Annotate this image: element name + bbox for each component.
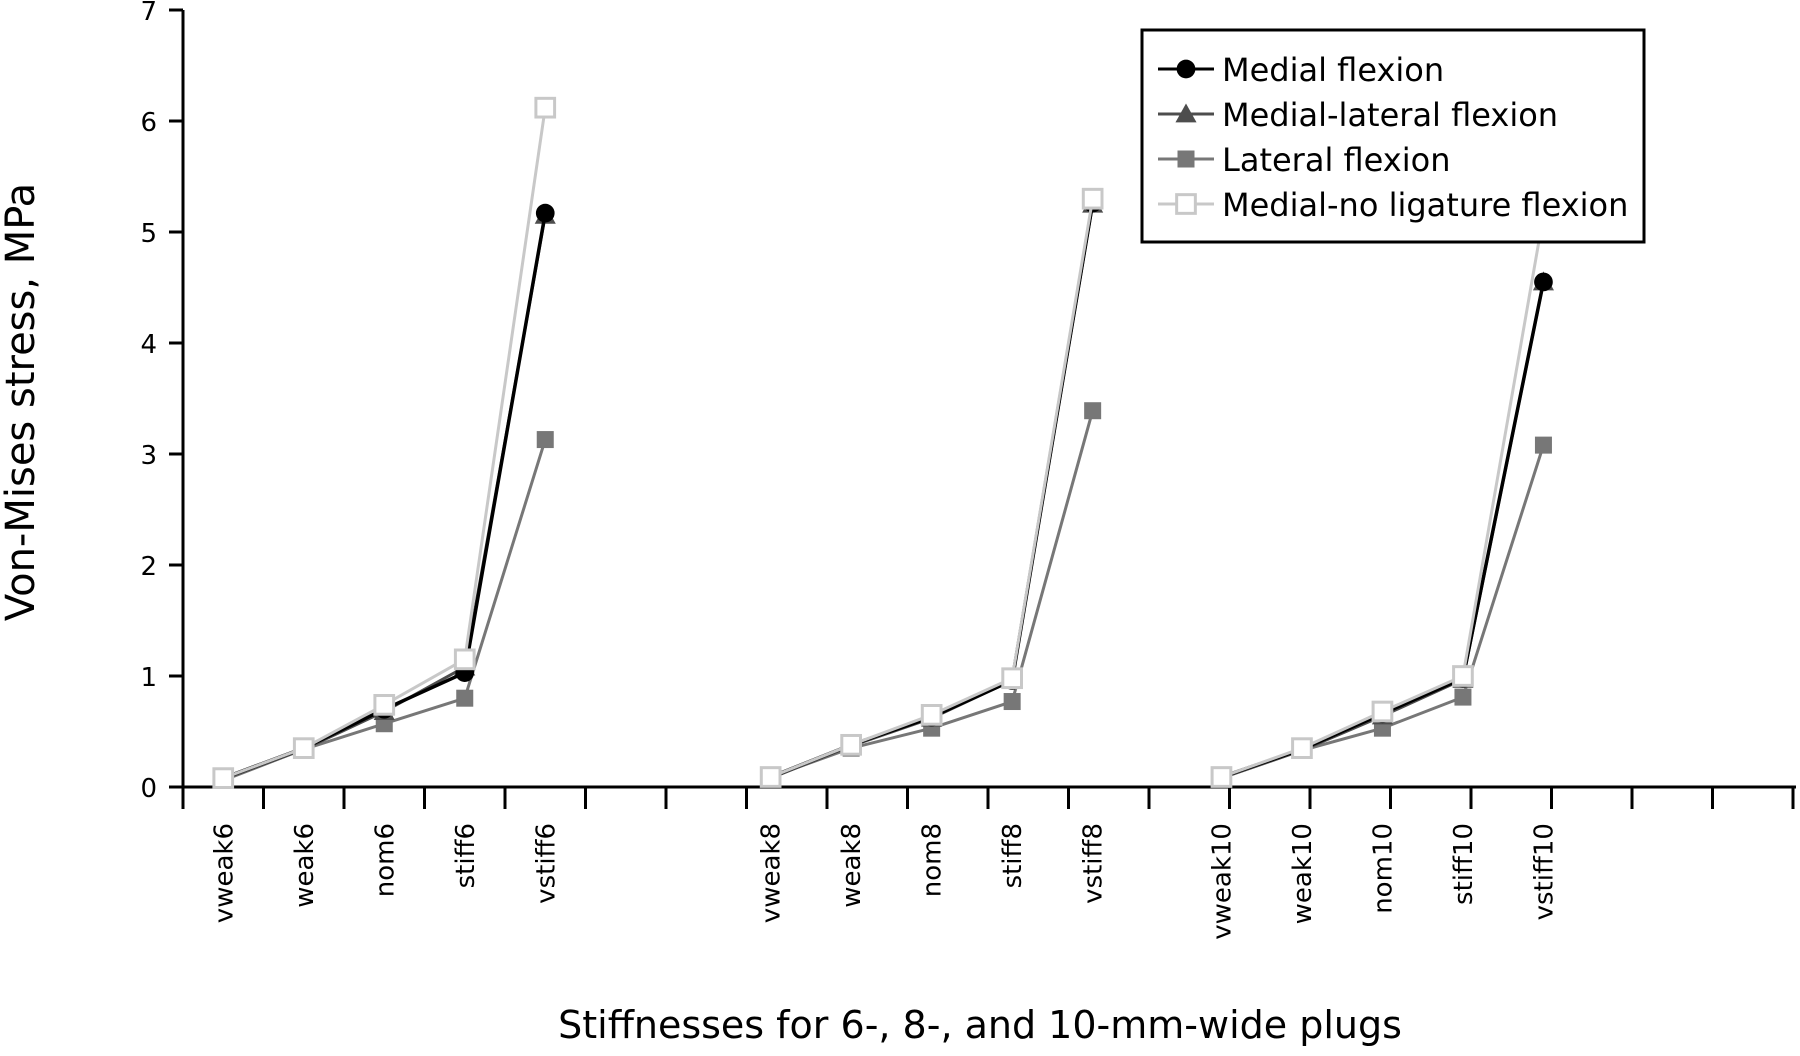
data-point (1291, 737, 1313, 759)
data-point (212, 767, 235, 789)
x-tick-label: stiff10 (1449, 823, 1479, 905)
legend-label: Lateral flexion (1222, 141, 1450, 179)
x-axis-title: Stiffnesses for 6-, 8-, and 10-mm-wide p… (558, 1003, 1402, 1047)
data-point (1003, 693, 1021, 711)
y-tick-label: 4 (140, 330, 157, 360)
data-point (1210, 766, 1233, 788)
legend-swatch-marker (1177, 150, 1195, 168)
y-tick-label: 6 (140, 108, 157, 138)
legend-swatch-marker (1176, 59, 1196, 79)
legend-label: Medial-no ligature flexion (1222, 186, 1628, 224)
y-tick-label: 1 (140, 663, 157, 693)
x-tick-label: vstiff8 (1079, 823, 1109, 904)
series-layer (212, 96, 1555, 789)
y-axis-title: Von-Mises stress, MPa (0, 183, 44, 621)
series-line (1220, 215, 1545, 779)
series-line (222, 107, 547, 780)
x-tick-label: vweak8 (757, 823, 787, 923)
x-tick-label: nom6 (370, 823, 400, 897)
x-tick-label: stiff6 (451, 823, 481, 888)
y-tick-label: 5 (140, 219, 157, 249)
legend-entry: Medial-no ligature flexion (1158, 186, 1628, 224)
data-point (373, 694, 396, 716)
data-point (920, 704, 943, 726)
series-line (222, 212, 547, 780)
x-tick-label: vstiff6 (531, 823, 561, 904)
legend-swatch-marker (1175, 103, 1197, 123)
legend-box (1140, 28, 1646, 244)
legend-label: Medial-lateral flexion (1222, 96, 1558, 134)
x-tick-label: stiff8 (998, 823, 1028, 888)
data-point (536, 431, 554, 449)
series-medial-flexion (213, 193, 1553, 788)
x-tick-label: weak8 (837, 823, 867, 908)
legend-label: Medial flexion (1222, 51, 1444, 89)
data-point (1371, 700, 1394, 723)
data-point (759, 766, 782, 788)
x-tick-label: vstiff10 (1529, 823, 1559, 920)
legend-entry: Medial flexion (1158, 51, 1444, 89)
data-point (1001, 667, 1023, 690)
data-point (292, 737, 315, 759)
y-tick-label: 0 (140, 774, 157, 804)
data-point (1084, 402, 1102, 420)
x-tick-label: weak10 (1288, 823, 1318, 924)
data-point (1081, 187, 1104, 210)
y-tick-label: 7 (140, 0, 157, 27)
series-medial-no-ligature-flexion (212, 96, 1555, 789)
data-point (1534, 436, 1552, 454)
legend-swatch-marker (1175, 193, 1197, 215)
data-point (456, 689, 474, 707)
data-point (1454, 688, 1472, 706)
data-point (453, 648, 476, 671)
legend-entry: Medial-lateral flexion (1158, 96, 1558, 134)
y-tick-label: 3 (140, 441, 157, 471)
data-point (535, 203, 555, 223)
axes: 0 1 2 3 4 5 6 7 vweak6 weak6 nom6 stiff6 vstiff6 vwea… (140, 0, 1796, 940)
x-tick-label: nom10 (1368, 823, 1398, 914)
x-tick-label: vweak10 (1207, 823, 1237, 940)
series-line (770, 198, 1095, 779)
legend: Medial flexion Medial-lateral flexion Late… (1140, 28, 1646, 244)
x-tick-label: nom8 (918, 823, 948, 897)
legend-entry: Lateral flexion (1158, 141, 1450, 179)
data-point (534, 96, 557, 119)
x-tick-label: vweak6 (209, 823, 239, 923)
series-medial-lateral-flexion (212, 193, 1554, 788)
x-tick-label: weak6 (290, 823, 320, 908)
y-tick-label: 2 (140, 552, 157, 582)
data-point (840, 733, 862, 756)
data-point (1452, 665, 1474, 687)
data-point (1534, 272, 1553, 292)
